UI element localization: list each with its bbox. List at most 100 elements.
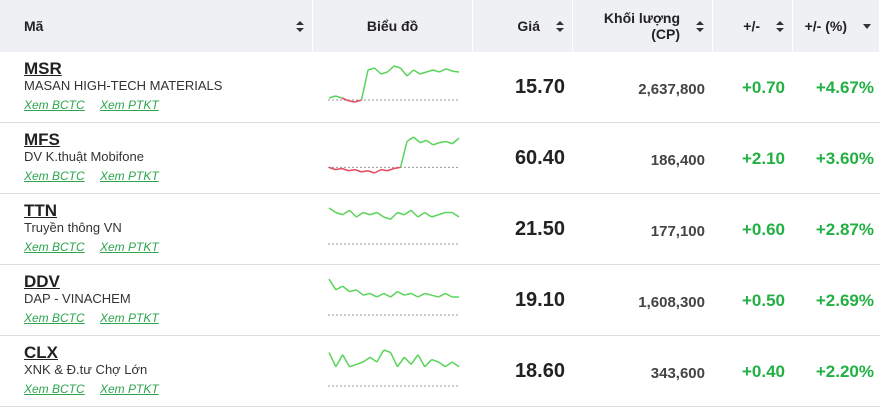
sparkline-segment [397,211,405,216]
report-link[interactable]: Xem BCTC [24,240,85,254]
header-label: Biểu đồ [366,18,419,34]
sparkline-segment [413,69,421,75]
report-link[interactable]: Xem BCTC [24,98,85,112]
sparkline-segment [355,211,364,218]
column-header[interactable]: Giá [473,0,573,52]
sparkline-segment [383,349,391,354]
analysis-link[interactable]: Xem PTKT [100,311,159,325]
column-header[interactable]: Biểu đồ [313,0,473,52]
sparkline-segment [426,139,434,146]
sparkline-segment [451,211,460,218]
change: +0.50 [741,291,785,310]
analysis-link[interactable]: Xem PTKT [100,98,159,112]
sparkline-segment [383,292,391,298]
sparkline-segment [348,168,356,172]
sparkline [328,136,460,174]
change-pct: +2.69% [815,291,874,310]
sparkline-segment [403,209,412,216]
sparkline-segment [424,359,433,368]
header-label: +/- (%) [804,18,847,34]
column-header[interactable]: Khối lượng (CP) [573,0,713,52]
change: +2.10 [741,149,785,168]
sparkline-segment [397,290,405,296]
change-pct: +2.20% [815,362,874,381]
sparkline-segment [438,292,446,298]
sparkline-segment [419,139,427,144]
sort-icon [863,24,871,29]
stock-name: Truyền thông VN [24,220,122,235]
sparkline-segment [363,292,371,296]
stock-code[interactable]: MFS [24,130,60,149]
sparkline-segment [367,67,375,71]
sparkline-segment [419,71,427,75]
stock-name: XNK & Đ.tư Chợ Lớn [24,362,148,377]
price: 18.60 [514,360,565,382]
change: +0.60 [741,220,785,239]
stock-code[interactable]: MSR [24,59,62,78]
sparkline-segment [445,68,453,72]
stock-code[interactable]: TTN [24,201,58,220]
header-label: Giá [517,18,540,34]
stock-code[interactable]: CLX [24,343,58,362]
sparkline-segment [328,278,337,291]
column-header[interactable]: Mã [0,0,313,52]
sparkline-segment [432,69,440,73]
price: 21.50 [514,218,565,240]
sparkline-segment [396,356,405,368]
stock-row: TTN Truyền thông VN Xem BCTC Xem PTKT 21.50 1… [0,194,880,265]
sparkline-segment [403,356,412,365]
stock-code[interactable]: DDV [24,272,60,291]
sparkline [328,349,460,387]
change-pct: +4.67% [815,78,874,97]
sparkline-segment [335,354,344,368]
sparkline-segment [342,285,350,293]
report-link[interactable]: Xem BCTC [24,169,85,183]
header-label: Mã [24,18,44,34]
sparkline-segment [342,354,351,368]
sparkline-segment [335,211,343,216]
sort-icon [556,21,564,32]
analysis-link[interactable]: Xem PTKT [100,169,159,183]
sparkline-segment [438,211,446,216]
column-header[interactable]: +/- (%) [793,0,880,52]
sparkline-segment [380,71,388,75]
change-pct: +3.60% [815,149,874,168]
sparkline-segment [452,137,460,145]
volume: 343,600 [650,365,705,382]
sparkline-segment [410,209,419,218]
sparkline-segment [362,211,371,216]
sparkline [328,65,460,103]
sparkline-segment [406,69,415,77]
sparkline-segment [439,68,447,73]
sparkline-segment [445,140,453,145]
sparkline-segment [451,361,460,368]
analysis-link[interactable]: Xem PTKT [100,382,159,396]
sparkline-segment [399,141,408,168]
sparkline [328,278,460,316]
sparkline-segment [426,69,434,73]
sparkline-segment [390,291,398,298]
analysis-link[interactable]: Xem PTKT [100,240,159,254]
sparkline-segment [410,292,419,298]
sparkline-segment [410,354,419,365]
sparkline-segment [424,211,433,218]
report-link[interactable]: Xem BCTC [24,382,85,396]
sparkline-segment [431,214,439,218]
sparkline-segment [328,95,336,99]
stock-row: CLX XNK & Đ.tư Chợ Lớn Xem BCTC Xem PTKT 18.… [0,336,880,407]
sparkline-segment [342,209,350,216]
sparkline-segment [432,141,440,146]
sparkline-segment [387,167,395,172]
sparkline-segment [355,289,364,296]
report-link[interactable]: Xem BCTC [24,311,85,325]
sparkline-segment [374,168,382,174]
sparkline-segment [373,67,382,75]
stock-row: DDV DAP - VINACHEM Xem BCTC Xem PTKT 19.10 1,… [0,265,880,336]
sparkline-segment [328,166,336,171]
change: +0.70 [741,78,785,97]
sparkline-segment [390,211,398,220]
column-header[interactable]: +/- [713,0,793,52]
sparkline-segment [380,168,388,172]
sparkline-segment [376,292,385,298]
